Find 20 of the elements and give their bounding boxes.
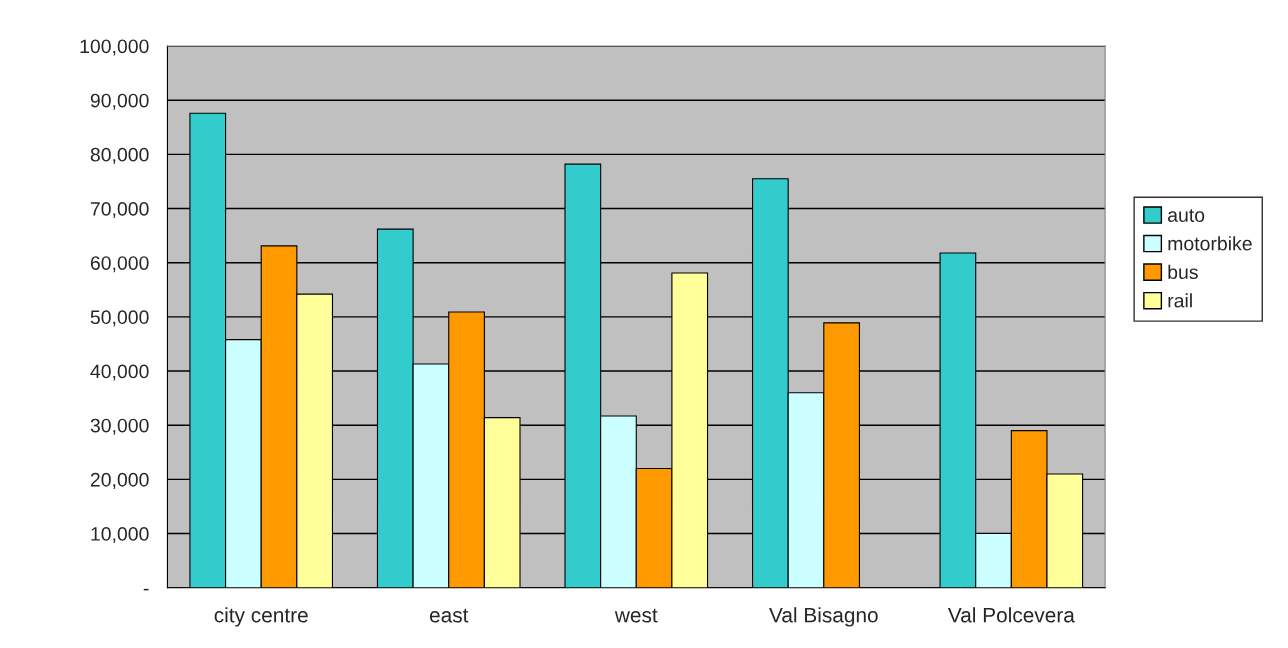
y-tick-label: 50,000 (90, 310, 149, 327)
y-tick-label: 20,000 (90, 472, 149, 489)
legend-label: bus (1168, 264, 1198, 280)
x-tick-label: Val Polcevera (947, 607, 1075, 623)
legend-label: motorbike (1168, 236, 1252, 251)
y-tick-label: 100,000 (80, 39, 149, 56)
legend-label: rail (1168, 293, 1192, 308)
x-tick-label: Val Bisagno (769, 607, 878, 627)
x-tick-label: city centre (214, 607, 308, 627)
x-tick-label: east (429, 608, 469, 623)
y-tick-label: 80,000 (90, 147, 149, 164)
y-tick-label: 40,000 (90, 364, 149, 381)
y-tick-label: 10,000 (91, 527, 149, 544)
y-tick-label: 60,000 (90, 256, 149, 273)
x-tick-label: west (614, 608, 658, 623)
y-tick-label: 70,000 (90, 201, 149, 219)
legend-label: auto (1168, 209, 1205, 222)
y-tick-label: 90,000 (90, 93, 149, 110)
y-tick-label: 30,000 (90, 418, 149, 435)
y-tick-label: - (143, 588, 149, 591)
